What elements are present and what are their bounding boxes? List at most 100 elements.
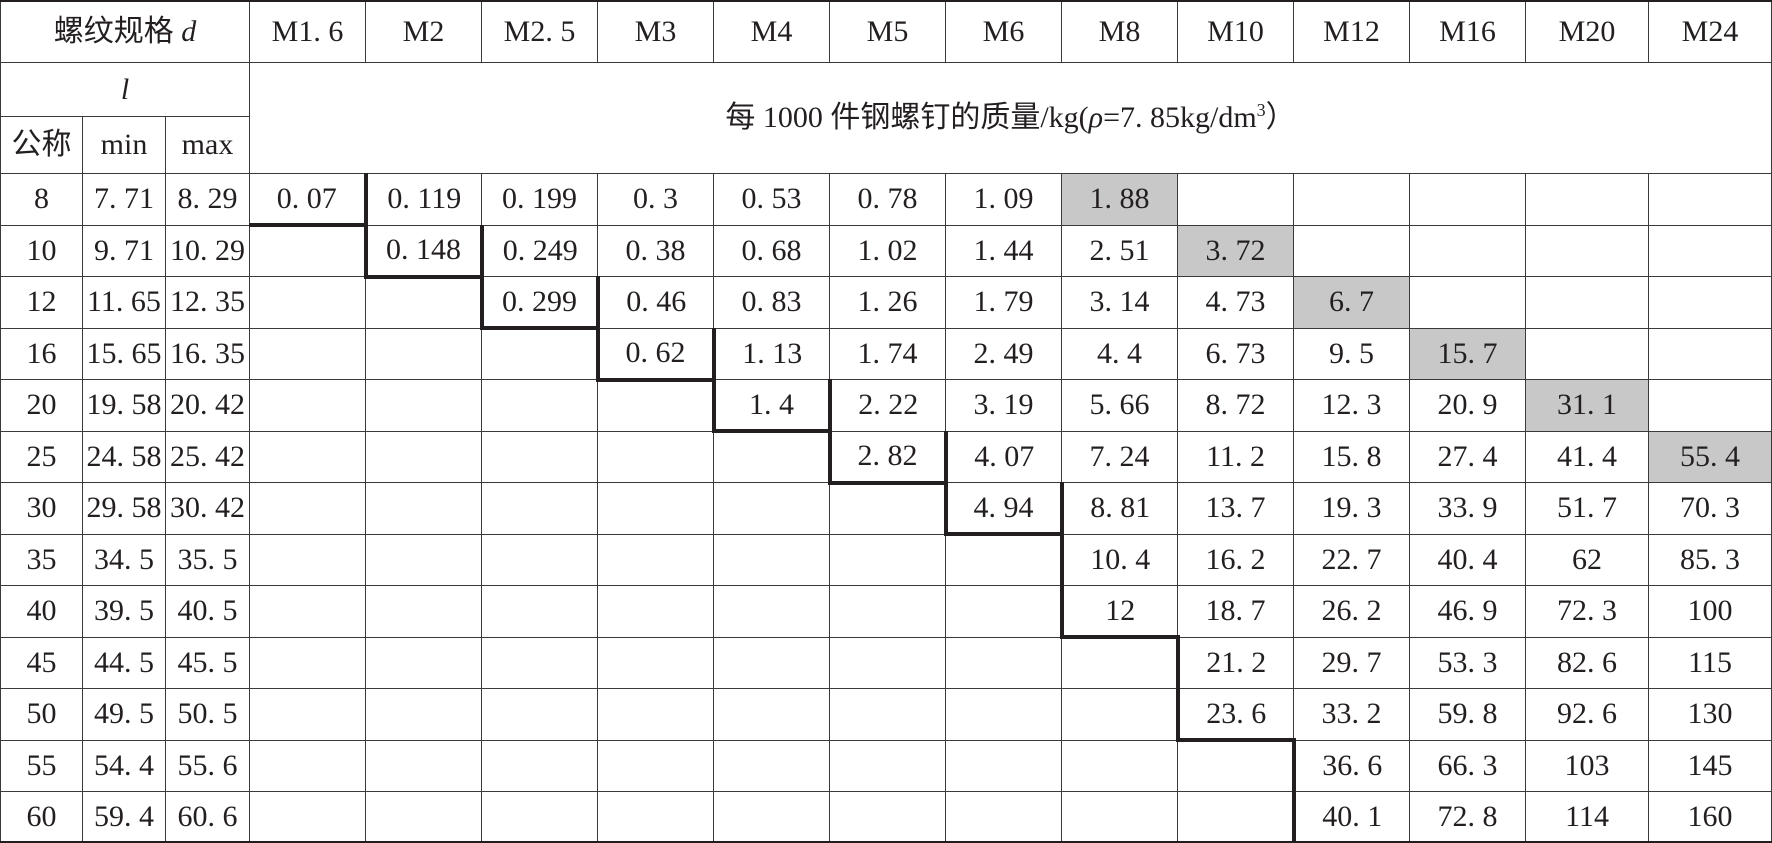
- mass-cell: [365, 585, 483, 638]
- mass-cell: [249, 585, 367, 638]
- table-row: 55 54. 4 55. 6 36. 6 66. 3 103 145: [0, 739, 1772, 792]
- mass-cell: 8. 81: [1061, 482, 1179, 535]
- mass-cell: 12. 3: [1293, 379, 1411, 432]
- mass-cell: [597, 688, 715, 741]
- size-header-8: M10: [1177, 0, 1295, 63]
- mass-cell: [829, 739, 947, 792]
- mass-cell: [249, 533, 367, 586]
- mass-cell: [713, 585, 831, 638]
- size-header-4: M4: [713, 0, 831, 63]
- mass-cell: 0. 83: [713, 276, 831, 329]
- mass-cell: 0. 148: [363, 224, 484, 279]
- size-header-6: M6: [945, 0, 1063, 63]
- mass-cell: [597, 739, 715, 792]
- mass-cell: [713, 430, 831, 483]
- mass-cell: [1525, 327, 1650, 380]
- mass-cell: 3. 19: [945, 379, 1063, 432]
- mass-cell: [481, 791, 599, 843]
- mass-cell: [365, 327, 483, 380]
- mass-cell: 18. 7: [1177, 585, 1295, 638]
- header-row-length: l 每 1000 件钢螺钉的质量/kg(ρ=7. 85kg/dm3）: [0, 62, 1772, 174]
- mass-cell: [481, 585, 599, 638]
- mass-cell: 0. 46: [597, 276, 715, 329]
- mass-cell: [365, 276, 483, 329]
- table-row: 50 49. 5 50. 5 23. 6 33. 2 59. 8 92. 6 130: [0, 688, 1772, 742]
- mass-cell: [249, 327, 367, 380]
- thread-spec-header: 螺纹规格 d: [0, 0, 251, 63]
- mass-cell: [1061, 688, 1179, 741]
- mass-cell: [597, 791, 715, 843]
- length-max-cell: 45. 5: [164, 636, 251, 689]
- mass-cell: 0. 3: [597, 173, 715, 226]
- mass-cell: [365, 430, 483, 483]
- mass-cell: 0. 07: [249, 173, 368, 227]
- length-max-cell: 50. 5: [164, 688, 251, 741]
- mass-cell: 8. 72: [1177, 379, 1295, 432]
- table-row: 10 9. 71 10. 29 0. 148 0. 249 0. 38 0. 68 1. 02…: [0, 224, 1772, 279]
- mass-cell: [249, 379, 367, 432]
- mass-cell: [365, 688, 483, 741]
- max-label: max: [164, 116, 251, 174]
- length-max-cell: 8. 29: [164, 173, 251, 226]
- mass-cell: 40. 4: [1409, 533, 1527, 586]
- mass-cell: [365, 791, 483, 843]
- mass-cell: [945, 585, 1063, 638]
- mass-cell: 27. 4: [1409, 430, 1527, 483]
- mass-cell: 115: [1648, 636, 1772, 689]
- mass-cell: [481, 430, 599, 483]
- length-nominal-cell: 8: [0, 173, 83, 226]
- mass-cell: [1409, 173, 1527, 226]
- mass-cell: 130: [1648, 688, 1772, 741]
- mass-cell: 1. 13: [713, 327, 831, 380]
- mass-cell: [1525, 173, 1650, 226]
- length-min-cell: 24. 58: [82, 430, 166, 483]
- mass-title: 每 1000 件钢螺钉的质量/kg(ρ=7. 85kg/dm3）: [249, 62, 1772, 174]
- mass-cell: 36. 6: [1291, 739, 1411, 792]
- length-min-cell: 29. 58: [82, 482, 166, 535]
- mass-cell: [829, 688, 947, 741]
- mass-title-suffix: ）: [1265, 101, 1296, 134]
- mass-cell: 0. 68: [713, 224, 831, 277]
- mass-cell: [597, 430, 715, 483]
- mass-cell: 21. 2: [1175, 636, 1295, 689]
- mass-cell: 6. 73: [1177, 327, 1295, 380]
- length-max-cell: 12. 35: [164, 276, 251, 329]
- mass-cell: [365, 482, 483, 535]
- length-max-cell: 35. 5: [164, 533, 251, 586]
- mass-cell: [1177, 791, 1295, 843]
- mass-cell: 15. 8: [1293, 430, 1411, 483]
- size-header-10: M16: [1409, 0, 1527, 63]
- mass-cell: 0. 62: [595, 327, 716, 382]
- mass-cell: 33. 2: [1293, 688, 1411, 741]
- mass-cell: 31. 1: [1525, 379, 1650, 432]
- length-nominal-cell: 45: [0, 636, 83, 689]
- length-max-cell: 55. 6: [164, 739, 251, 792]
- mass-cell: 41. 4: [1525, 430, 1650, 483]
- mass-cell: 1. 79: [945, 276, 1063, 329]
- mass-cell: 103: [1525, 739, 1650, 792]
- mass-cell: 59. 8: [1409, 688, 1527, 741]
- mass-cell: 0. 38: [597, 224, 715, 277]
- mass-cell: 4. 07: [945, 430, 1063, 483]
- mass-cell: 10. 4: [1059, 533, 1179, 586]
- table-row: 20 19. 58 20. 42 1. 4 2. 22 3. 19 5. 66 8. 72 12…: [0, 379, 1772, 433]
- length-nominal-cell: 35: [0, 533, 83, 586]
- mass-cell: [481, 482, 599, 535]
- mass-cell: [597, 636, 715, 689]
- length-min-cell: 59. 4: [82, 791, 166, 843]
- header-row-tolerance: 公称 min max: [0, 116, 1772, 174]
- mass-cell: [713, 533, 831, 586]
- mass-cell: [1177, 173, 1295, 226]
- size-header-5: M5: [829, 0, 947, 63]
- mass-cell: [945, 739, 1063, 792]
- length-nominal-cell: 50: [0, 688, 83, 741]
- mass-cell: [365, 739, 483, 792]
- mass-cell: [481, 533, 599, 586]
- length-max-cell: 60. 6: [164, 791, 251, 843]
- mass-cell: 3. 14: [1061, 276, 1179, 329]
- mass-cell: 0. 249: [481, 224, 599, 277]
- mass-cell: 4. 4: [1061, 327, 1179, 380]
- length-min-cell: 34. 5: [82, 533, 166, 586]
- size-header-2: M2. 5: [481, 0, 599, 63]
- mass-cell: [597, 585, 715, 638]
